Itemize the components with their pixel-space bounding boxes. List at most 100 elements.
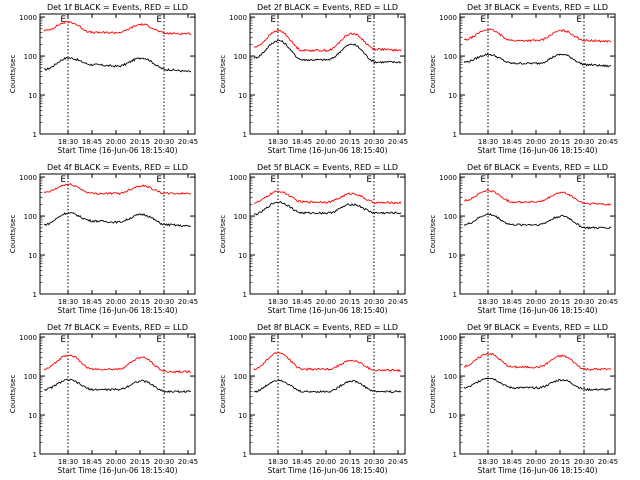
series-line-lld bbox=[43, 20, 192, 35]
marker-label: E bbox=[156, 335, 162, 345]
marker-label: E bbox=[270, 335, 276, 345]
x-axis-label: Start Time (16-Jun-06 18:15:40) bbox=[268, 306, 388, 315]
marker-label: E bbox=[480, 15, 486, 25]
y-tick-label: 1000 bbox=[439, 174, 457, 182]
plot-frame bbox=[249, 13, 406, 135]
x-axis-label: Start Time (16-Jun-06 18:15:40) bbox=[478, 146, 598, 155]
y-tick-label: 10 bbox=[28, 252, 37, 260]
panel-title: Det 4f BLACK = Events, RED = LLD bbox=[47, 163, 188, 172]
marker-label: E bbox=[60, 175, 66, 185]
x-tick-label: 20:15 bbox=[550, 298, 570, 306]
y-tick-label: 10 bbox=[238, 92, 247, 100]
x-tick-label: 20:00 bbox=[526, 138, 546, 146]
x-tick-label: 18:45 bbox=[502, 138, 522, 146]
x-tick-label: 20:00 bbox=[106, 298, 126, 306]
y-tick-label: 1000 bbox=[19, 14, 37, 22]
x-tick-label: 20:30 bbox=[574, 138, 594, 146]
x-tick-label: 20:00 bbox=[526, 458, 546, 466]
detector-panel-4: Det 4f BLACK = Events, RED = LLD 1 10 100 10… bbox=[9, 163, 198, 315]
series-line-lld bbox=[253, 190, 402, 205]
panel-title: Det 1f BLACK = Events, RED = LLD bbox=[47, 3, 188, 12]
x-tick-label: 18:45 bbox=[292, 458, 312, 466]
x-tick-label: 20:15 bbox=[340, 138, 360, 146]
detector-panel-2: Det 2f BLACK = Events, RED = LLD 1 10 100 10… bbox=[219, 3, 408, 155]
panel-title: Det 6f BLACK = Events, RED = LLD bbox=[467, 163, 608, 172]
series-line-events bbox=[253, 39, 402, 64]
series-line-lld bbox=[253, 351, 402, 373]
x-tick-label: 18:45 bbox=[502, 458, 522, 466]
x-tick-label: 18:45 bbox=[82, 458, 102, 466]
x-tick-label: 18:45 bbox=[82, 298, 102, 306]
x-tick-label: 20:30 bbox=[154, 298, 174, 306]
y-axis-label: Counts/sec bbox=[9, 55, 17, 94]
series-line-lld bbox=[253, 29, 402, 53]
y-tick-label: 100 bbox=[234, 373, 247, 381]
y-tick-label: 10 bbox=[238, 252, 247, 260]
y-axis-label: Counts/sec bbox=[9, 375, 17, 414]
y-tick-label: 1 bbox=[453, 291, 457, 299]
series-line-events bbox=[253, 378, 402, 394]
y-tick-label: 100 bbox=[444, 373, 457, 381]
y-axis-label: Counts/sec bbox=[219, 215, 227, 254]
marker-label: E bbox=[480, 175, 486, 185]
x-tick-label: 20:45 bbox=[598, 138, 618, 146]
y-tick-label: 1000 bbox=[439, 14, 457, 22]
y-tick-label: 1000 bbox=[439, 334, 457, 342]
y-axis-label: Counts/sec bbox=[429, 215, 437, 254]
x-tick-label: 18:45 bbox=[292, 138, 312, 146]
y-tick-label: 100 bbox=[234, 53, 247, 61]
x-tick-label: 20:00 bbox=[316, 458, 336, 466]
panel-title: Det 2f BLACK = Events, RED = LLD bbox=[257, 3, 398, 12]
x-tick-label: 20:45 bbox=[388, 458, 408, 466]
x-axis-label: Start Time (16-Jun-06 18:15:40) bbox=[58, 146, 178, 155]
panel-title: Det 3f BLACK = Events, RED = LLD bbox=[467, 3, 608, 12]
x-tick-label: 20:30 bbox=[364, 138, 384, 146]
y-axis-label: Counts/sec bbox=[219, 55, 227, 94]
y-tick-label: 100 bbox=[24, 373, 37, 381]
marker-label: E bbox=[156, 15, 162, 25]
y-tick-label: 1 bbox=[33, 131, 37, 139]
y-tick-label: 1 bbox=[243, 291, 247, 299]
x-tick-label: 18:45 bbox=[82, 138, 102, 146]
y-axis-label: Counts/sec bbox=[429, 375, 437, 414]
x-tick-label: 20:45 bbox=[388, 298, 408, 306]
y-tick-label: 1000 bbox=[19, 334, 37, 342]
series-line-lld bbox=[464, 28, 612, 43]
panel-title: Det 9f BLACK = Events, RED = LLD bbox=[467, 323, 608, 332]
x-tick-label: 20:15 bbox=[340, 458, 360, 466]
marker-label: E bbox=[576, 175, 582, 185]
x-tick-label: 20:45 bbox=[598, 298, 618, 306]
x-tick-label: 20:00 bbox=[316, 298, 336, 306]
x-tick-label: 20:15 bbox=[340, 298, 360, 306]
series-line-lld bbox=[463, 189, 612, 206]
series-line-events bbox=[463, 377, 612, 392]
y-axis-label: Counts/sec bbox=[219, 375, 227, 414]
x-tick-label: 20:15 bbox=[550, 458, 570, 466]
marker-label: E bbox=[480, 335, 486, 345]
x-tick-label: 20:45 bbox=[178, 298, 198, 306]
y-tick-label: 100 bbox=[24, 213, 37, 221]
x-tick-label: 20:30 bbox=[364, 458, 384, 466]
y-tick-label: 1000 bbox=[229, 334, 247, 342]
marker-label: E bbox=[576, 15, 582, 25]
detector-panel-7: Det 7f BLACK = Events, RED = LLD 1 10 100 10… bbox=[9, 323, 198, 475]
x-tick-label: 18:30 bbox=[58, 298, 78, 306]
x-tick-label: 20:30 bbox=[154, 458, 174, 466]
x-axis-label: Start Time (16-Jun-06 18:15:40) bbox=[268, 466, 388, 475]
series-line-lld bbox=[463, 352, 612, 371]
y-axis-label: Counts/sec bbox=[9, 215, 17, 254]
detector-panel-9: Det 9f BLACK = Events, RED = LLD 1 10 100 10… bbox=[429, 323, 618, 475]
panel-title: Det 8f BLACK = Events, RED = LLD bbox=[257, 323, 398, 332]
x-tick-label: 20:00 bbox=[316, 138, 336, 146]
marker-label: E bbox=[366, 335, 372, 345]
detector-panel-3: Det 3f BLACK = Events, RED = LLD 1 10 100 10… bbox=[429, 3, 618, 155]
y-tick-label: 100 bbox=[444, 213, 457, 221]
y-tick-label: 1000 bbox=[19, 174, 37, 182]
marker-label: E bbox=[576, 335, 582, 345]
x-tick-label: 18:30 bbox=[478, 458, 498, 466]
detector-panel-1: Det 1f BLACK = Events, RED = LLD 1 10 100 10… bbox=[9, 3, 198, 155]
x-tick-label: 20:30 bbox=[364, 298, 384, 306]
y-tick-label: 1 bbox=[243, 451, 247, 459]
y-tick-label: 1 bbox=[453, 131, 457, 139]
series-line-events bbox=[43, 56, 192, 73]
